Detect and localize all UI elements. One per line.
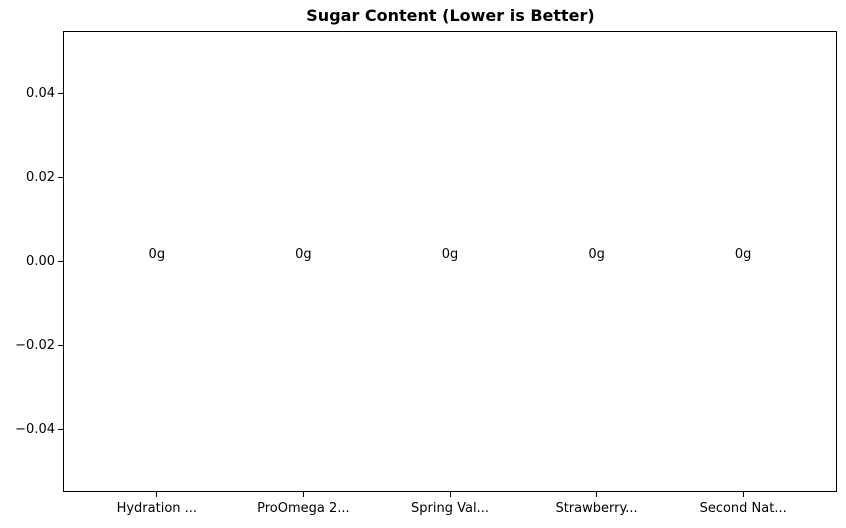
y-axis-tick-label: 0.00 (26, 254, 55, 269)
bar-value-label: 0g (734, 246, 752, 262)
bar-value-label: 0g (148, 246, 166, 262)
x-axis-tick-label: ProOmega 2... (257, 501, 350, 516)
x-axis-tick-label: Strawberry... (555, 501, 638, 516)
x-axis-tick (156, 492, 158, 497)
x-axis-tick-label: Second Nat... (699, 501, 787, 516)
y-axis-tick-label: −0.02 (15, 337, 55, 353)
x-axis-tick (596, 492, 598, 497)
bar-value-label: 0g (588, 246, 605, 262)
y-axis-tick-label: 0.02 (26, 170, 55, 186)
x-axis-tick (449, 492, 451, 497)
y-axis-tick-label: −0.04 (15, 421, 55, 437)
x-axis-tick-label: Spring Val... (411, 501, 489, 516)
plot-area (63, 31, 837, 492)
y-axis-tick (58, 93, 63, 95)
y-axis-tick (58, 177, 63, 179)
y-axis-tick-label: 0.04 (26, 86, 55, 102)
x-axis-tick (742, 492, 744, 497)
x-axis-tick-label: Hydration ... (116, 501, 198, 516)
y-axis-tick (58, 344, 63, 346)
y-axis-tick (58, 428, 63, 430)
x-axis-tick (302, 492, 304, 497)
y-axis-tick (58, 261, 63, 262)
bar-value-label: 0g (441, 246, 459, 262)
chart-title: Sugar Content (Lower is Better) (306, 6, 595, 25)
bar-value-label: 0g (295, 246, 312, 262)
